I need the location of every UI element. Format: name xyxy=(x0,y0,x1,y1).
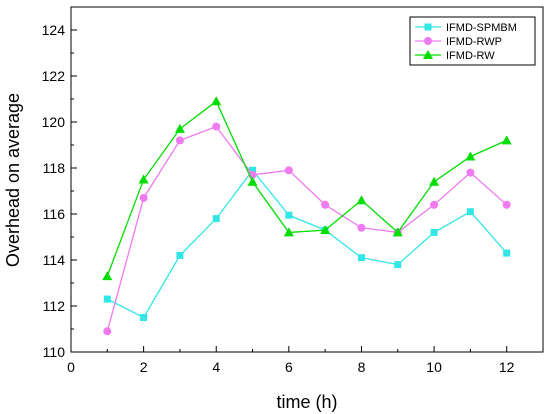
data-point-ifmd-spmbm xyxy=(103,295,111,303)
data-point-ifmd-spmbm xyxy=(249,166,257,174)
data-point-ifmd-spmbm xyxy=(394,261,402,269)
data-point-ifmd-rw xyxy=(501,135,512,145)
y-tick-label: 124 xyxy=(42,22,66,38)
x-tick-label: 8 xyxy=(358,359,366,375)
data-point-ifmd-rw xyxy=(283,227,294,237)
data-point-ifmd-spmbm xyxy=(466,208,474,216)
data-point-ifmd-rwp xyxy=(139,193,148,202)
data-point-ifmd-spmbm xyxy=(212,215,220,223)
data-point-ifmd-spmbm xyxy=(285,211,293,219)
series-line-ifmd-spmbm xyxy=(107,169,508,319)
data-point-ifmd-rw xyxy=(102,271,113,281)
data-point-ifmd-rwp xyxy=(212,122,221,131)
data-point-ifmd-rw xyxy=(392,227,403,237)
data-point-ifmd-rwp xyxy=(103,327,112,336)
data-point-ifmd-spmbm xyxy=(176,251,184,259)
data-point-ifmd-rw xyxy=(429,176,440,186)
x-tick-label: 2 xyxy=(140,359,148,375)
x-tick-label: 0 xyxy=(67,359,75,375)
series-ifmd-spmbm xyxy=(103,166,511,321)
y-axis-title: Overhead on average xyxy=(3,93,23,267)
y-tick-label: 114 xyxy=(43,252,66,268)
data-point-ifmd-rw xyxy=(138,174,149,184)
data-point-ifmd-spmbm xyxy=(357,254,365,262)
data-point-ifmd-rw xyxy=(465,151,476,161)
y-tick-label: 116 xyxy=(43,206,66,222)
legend: IFMD-SPMBM IFMD-RWP IFMD-RW xyxy=(409,16,536,66)
data-point-ifmd-spmbm xyxy=(503,249,511,257)
legend-marker-ifmd-rw xyxy=(423,50,433,59)
x-tick-label: 4 xyxy=(212,359,220,375)
data-point-ifmd-rw xyxy=(320,225,331,235)
data-point-ifmd-rw xyxy=(174,123,185,133)
data-point-ifmd-rw xyxy=(211,96,222,106)
y-tick-label: 118 xyxy=(43,160,66,176)
legend-marker-ifmd-rwp xyxy=(424,37,432,45)
legend-label-ifmd-spmbm: IFMD-SPMBM xyxy=(446,22,517,34)
y-axis: 110 112 114 116 118 120 122 124 xyxy=(42,6,77,360)
data-point-ifmd-spmbm xyxy=(140,314,148,321)
x-tick-label: 10 xyxy=(426,359,442,375)
plot-frame xyxy=(70,6,544,353)
y-tick-label: 120 xyxy=(42,114,66,130)
legend-label-ifmd-rwp: IFMD-RWP xyxy=(446,36,502,48)
legend-marker-ifmd-spmbm xyxy=(424,23,432,31)
series-line-ifmd-rw xyxy=(106,100,507,277)
x-axis: 0 2 4 6 8 10 12 xyxy=(67,346,515,375)
legend-label-ifmd-rw: IFMD-RW xyxy=(446,50,495,62)
x-axis-title: time (h) xyxy=(276,392,337,412)
data-point-ifmd-rwp xyxy=(321,200,330,209)
y-tick-label: 122 xyxy=(42,68,66,84)
data-point-ifmd-rwp xyxy=(502,200,511,209)
y-tick-label: 112 xyxy=(43,298,66,314)
data-point-ifmd-rwp xyxy=(175,136,184,145)
data-point-ifmd-rwp xyxy=(284,166,293,175)
series-line-ifmd-rwp xyxy=(106,125,508,332)
x-tick-label: 12 xyxy=(499,359,515,375)
x-tick-label: 6 xyxy=(285,359,293,375)
data-point-ifmd-rw xyxy=(247,176,258,186)
series-ifmd-rw xyxy=(102,96,512,281)
series-layer xyxy=(102,96,512,336)
series-ifmd-rwp xyxy=(103,122,511,336)
y-tick-label: 110 xyxy=(43,344,66,360)
data-point-ifmd-spmbm xyxy=(430,228,438,236)
data-point-ifmd-rwp xyxy=(430,200,439,209)
data-point-ifmd-rwp xyxy=(357,223,366,232)
data-point-ifmd-rw xyxy=(356,195,367,205)
data-point-ifmd-rwp xyxy=(466,168,475,177)
